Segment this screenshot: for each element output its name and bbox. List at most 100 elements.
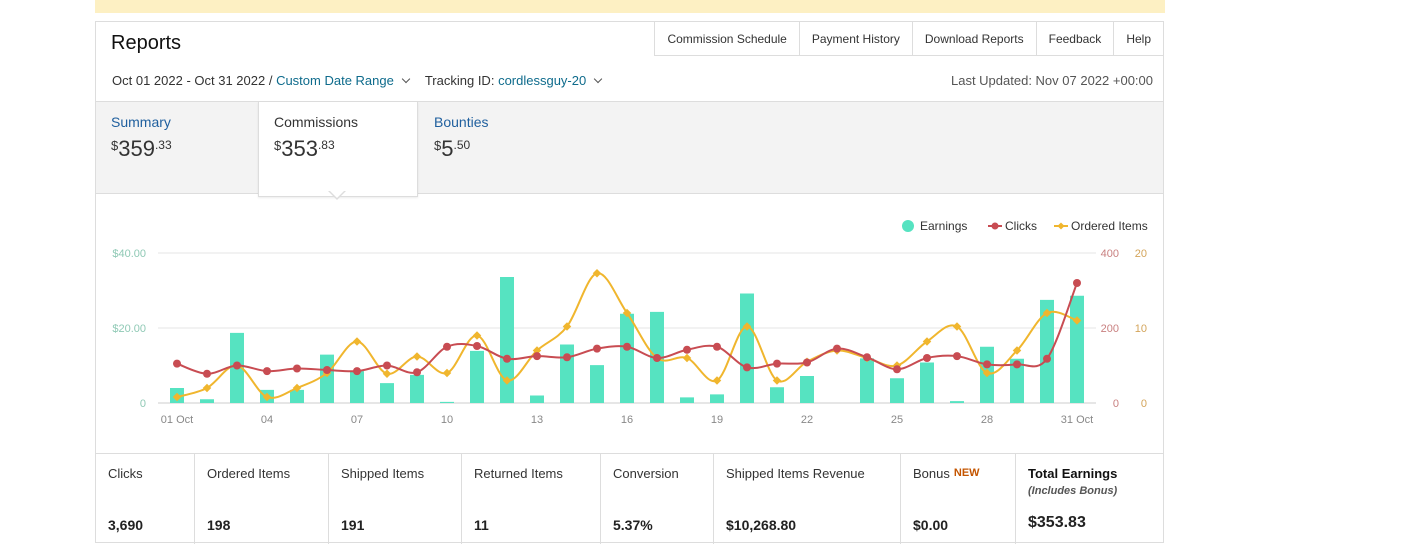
earnings-bar [380, 383, 394, 403]
chevron-down-icon[interactable] [593, 74, 603, 84]
x-tick-label: 19 [711, 414, 723, 426]
tracking-id-label: Tracking ID: [424, 73, 495, 88]
ordered-items-point [262, 392, 272, 402]
header-links: Commission Schedule Payment History Down… [654, 21, 1164, 56]
ordered-items-point [562, 322, 572, 331]
chevron-down-icon[interactable] [401, 74, 411, 84]
clicks-point [593, 344, 601, 353]
x-tick-label: 22 [801, 414, 813, 426]
clicks-point [353, 367, 361, 376]
earnings-bar [680, 397, 694, 403]
earnings-bar [200, 399, 214, 403]
clicks-point [983, 360, 991, 369]
clicks-point [773, 359, 781, 368]
ordered-items-point [952, 322, 962, 331]
stat-conversion: Conversion 5.37% [601, 454, 714, 544]
earnings-bar [410, 374, 424, 403]
ordered-items-point [502, 376, 512, 385]
earnings-bar [470, 350, 484, 403]
earnings-bar [740, 293, 754, 403]
earnings-bar [530, 395, 544, 403]
earnings-bar [290, 389, 304, 403]
ordered-items-point [532, 346, 542, 355]
y-tick-earnings: $40.00 [112, 248, 146, 260]
ordered-items-point [382, 369, 392, 378]
payment-history-link[interactable]: Payment History [800, 22, 913, 55]
ordered-items-point [592, 269, 602, 278]
clicks-point [683, 345, 691, 354]
feedback-link[interactable]: Feedback [1037, 22, 1115, 55]
clicks-point [383, 361, 391, 370]
help-link[interactable]: Help [1114, 22, 1164, 55]
ordered-items-point [1042, 308, 1052, 318]
ordered-items-point [1012, 346, 1022, 355]
stats-row: Clicks 3,690 Ordered Items 198 Shipped I… [96, 453, 1163, 544]
tab-bounties[interactable]: Bounties $5.50 [419, 102, 579, 193]
legend-label: Clicks [1005, 219, 1037, 233]
clicks-point [893, 365, 901, 374]
date-range-text: Oct 01 2022 - Oct 31 2022 / [112, 73, 273, 88]
clicks-point [503, 354, 511, 363]
stat-returned-items: Returned Items 11 [462, 454, 601, 544]
ordered-items-point [202, 383, 212, 393]
download-reports-link[interactable]: Download Reports [913, 22, 1037, 55]
earnings-bar [950, 401, 964, 403]
reports-card: Reports Commission Schedule Payment Hist… [95, 21, 1164, 544]
x-tick-label: 31 Oct [1061, 414, 1093, 426]
ordered-items-point [922, 337, 932, 346]
y-tick-ordered: 0 [1141, 398, 1147, 410]
clicks-point [203, 369, 211, 378]
earnings-bar [1040, 299, 1054, 403]
clicks-point [803, 358, 811, 367]
clicks-point [1043, 354, 1051, 363]
earnings-bar [320, 354, 334, 403]
report-tabs: Summary $359.33 Commissions $353.83 Boun… [96, 101, 1163, 197]
clicks-point [953, 352, 961, 361]
earnings-bar [860, 358, 874, 403]
y-tick-ordered: 20 [1135, 248, 1147, 260]
x-tick-label: 10 [441, 414, 453, 426]
legend-label: Ordered Items [1071, 219, 1148, 233]
ordered-items-point [352, 337, 362, 346]
new-badge: NEW [953, 467, 980, 479]
clicks-point [923, 354, 931, 362]
legend-ordered-icon [1057, 222, 1065, 230]
earnings-bar [800, 376, 814, 403]
x-tick-label: 01 Oct [161, 414, 193, 426]
clicks-point [233, 361, 241, 370]
legend-clicks-icon [991, 222, 999, 230]
y-tick-clicks: 200 [1101, 323, 1119, 335]
stat-total-earnings: Total Earnings (Includes Bonus) $353.83 [1028, 466, 1118, 531]
stat-clicks: Clicks 3,690 [96, 454, 195, 544]
x-tick-label: 25 [891, 414, 903, 426]
custom-date-range-dropdown[interactable]: Custom Date Range [276, 73, 394, 88]
stat-ordered-items: Ordered Items 198 [195, 454, 329, 544]
ordered-items-point [772, 376, 782, 385]
active-tab-pointer [328, 190, 346, 200]
earnings-bar [1010, 358, 1024, 403]
ordered-items-point [742, 322, 752, 331]
earnings-bar [350, 371, 364, 403]
clicks-point [713, 342, 721, 351]
x-tick-label: 16 [621, 414, 633, 426]
clicks-point [833, 344, 841, 353]
page-title: Reports [111, 32, 182, 54]
earnings-bar [770, 387, 784, 403]
last-updated: Last Updated: Nov 07 2022 +00:00 [950, 73, 1153, 88]
ordered-items-point [412, 352, 422, 361]
tab-summary[interactable]: Summary $359.33 [96, 102, 256, 193]
clicks-point [443, 342, 451, 351]
stat-shipped-revenue: Shipped Items Revenue $10,268.80 [714, 454, 901, 544]
clicks-point [323, 366, 331, 374]
notification-bar [95, 0, 1165, 13]
ordered-items-point [982, 368, 992, 378]
x-tick-label: 28 [981, 414, 993, 426]
commission-schedule-link[interactable]: Commission Schedule [655, 22, 800, 55]
tab-commissions[interactable]: Commissions $353.83 [258, 102, 418, 197]
ordered-items-point [1072, 316, 1082, 325]
clicks-point [1013, 360, 1021, 369]
tab-amount: $353.83 [274, 136, 335, 161]
ordered-items-point [712, 376, 722, 385]
tracking-id-dropdown[interactable]: cordlessguy-20 [498, 73, 587, 88]
clicks-point [413, 368, 421, 377]
